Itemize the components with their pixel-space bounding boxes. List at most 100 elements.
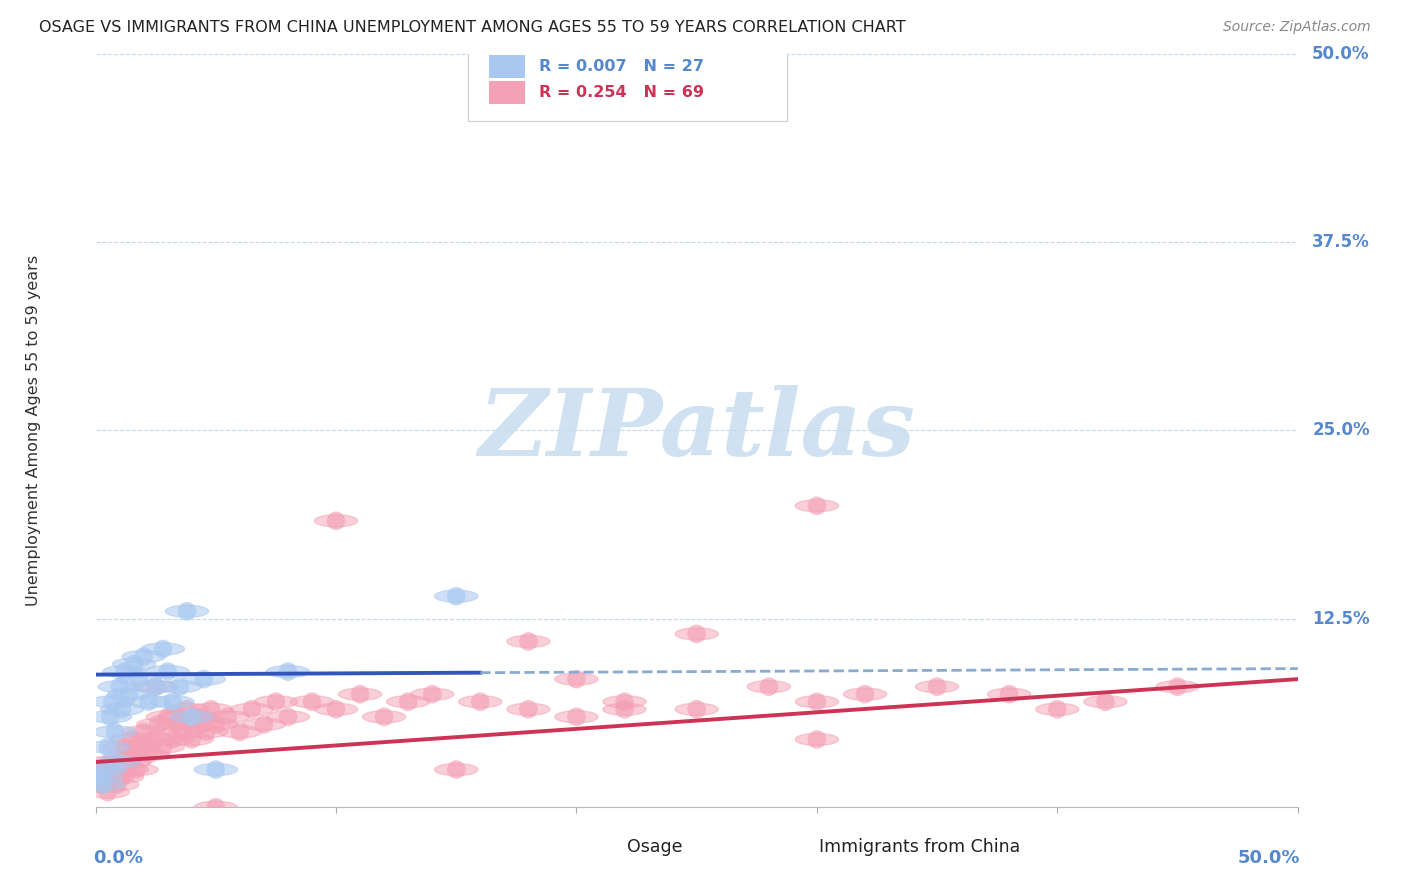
Point	[169, 680, 191, 694]
Point	[108, 680, 131, 694]
Point	[176, 604, 198, 618]
Ellipse shape	[1084, 696, 1128, 708]
Point	[186, 710, 208, 724]
Text: 37.5%: 37.5%	[1312, 233, 1369, 251]
Ellipse shape	[83, 764, 127, 776]
Ellipse shape	[555, 673, 598, 685]
Ellipse shape	[603, 703, 647, 715]
Point	[229, 724, 252, 739]
Text: OSAGE VS IMMIGRANTS FROM CHINA UNEMPLOYMENT AMONG AGES 55 TO 59 YEARS CORRELATIO: OSAGE VS IMMIGRANTS FROM CHINA UNEMPLOYM…	[39, 20, 905, 35]
Point	[156, 710, 179, 724]
Ellipse shape	[506, 635, 550, 648]
Point	[162, 695, 184, 709]
Ellipse shape	[190, 703, 232, 715]
Point	[565, 672, 588, 686]
Ellipse shape	[112, 658, 156, 670]
Point	[128, 739, 150, 754]
Ellipse shape	[98, 681, 141, 693]
Ellipse shape	[915, 681, 959, 693]
Point	[444, 763, 467, 777]
Point	[373, 710, 395, 724]
Point	[104, 724, 127, 739]
Bar	[489, 55, 524, 78]
Point	[97, 785, 120, 799]
Ellipse shape	[134, 681, 177, 693]
Point	[277, 665, 299, 679]
Ellipse shape	[157, 711, 201, 723]
Point	[138, 695, 160, 709]
Point	[190, 717, 212, 731]
Ellipse shape	[132, 733, 174, 746]
Point	[162, 732, 184, 747]
Text: 50.0%: 50.0%	[1237, 848, 1301, 867]
Point	[105, 755, 128, 769]
Point	[517, 634, 540, 648]
Point	[111, 770, 134, 784]
Point	[686, 627, 709, 641]
Ellipse shape	[117, 741, 160, 753]
Ellipse shape	[231, 703, 274, 715]
Point	[264, 695, 287, 709]
Ellipse shape	[91, 696, 134, 708]
Point	[115, 763, 138, 777]
Point	[138, 747, 160, 762]
Point	[1094, 695, 1116, 709]
Ellipse shape	[796, 696, 838, 708]
Text: 12.5%: 12.5%	[1312, 610, 1369, 628]
Ellipse shape	[79, 779, 122, 790]
Point	[121, 732, 143, 747]
Ellipse shape	[254, 696, 298, 708]
Point	[91, 778, 114, 792]
Ellipse shape	[194, 801, 238, 814]
Ellipse shape	[987, 688, 1031, 700]
Ellipse shape	[796, 733, 838, 746]
Ellipse shape	[108, 688, 150, 700]
Point	[169, 710, 191, 724]
Point	[166, 717, 188, 731]
Point	[349, 687, 371, 701]
Point	[420, 687, 443, 701]
Point	[205, 800, 228, 814]
Ellipse shape	[363, 711, 406, 723]
Point	[98, 710, 121, 724]
Ellipse shape	[86, 786, 129, 798]
Ellipse shape	[434, 764, 478, 776]
Point	[105, 778, 128, 792]
Point	[193, 672, 215, 686]
Point	[180, 710, 202, 724]
Ellipse shape	[174, 711, 218, 723]
Point	[758, 680, 780, 694]
Ellipse shape	[844, 688, 887, 700]
Ellipse shape	[146, 711, 190, 723]
Ellipse shape	[339, 688, 381, 700]
Ellipse shape	[127, 696, 170, 708]
Point	[142, 732, 165, 747]
Ellipse shape	[93, 764, 136, 776]
Text: ZIPatlas: ZIPatlas	[478, 385, 915, 475]
Point	[205, 717, 228, 731]
Ellipse shape	[96, 779, 139, 790]
Point	[325, 514, 347, 528]
Ellipse shape	[79, 771, 122, 783]
Text: Unemployment Among Ages 55 to 59 years: Unemployment Among Ages 55 to 59 years	[25, 255, 41, 606]
Ellipse shape	[170, 711, 214, 723]
Ellipse shape	[100, 703, 143, 715]
Ellipse shape	[117, 673, 160, 685]
Ellipse shape	[146, 665, 190, 678]
Point	[325, 702, 347, 716]
Point	[132, 649, 155, 664]
Point	[253, 717, 276, 731]
Point	[806, 695, 828, 709]
Point	[145, 680, 167, 694]
Ellipse shape	[194, 764, 238, 776]
Ellipse shape	[506, 703, 550, 715]
Point	[1167, 680, 1189, 694]
Point	[118, 755, 141, 769]
Ellipse shape	[160, 726, 204, 738]
Point	[517, 702, 540, 716]
Point	[156, 665, 179, 679]
Text: 0.0%: 0.0%	[93, 848, 143, 867]
Ellipse shape	[96, 756, 139, 768]
Point	[195, 724, 218, 739]
Point	[853, 687, 876, 701]
